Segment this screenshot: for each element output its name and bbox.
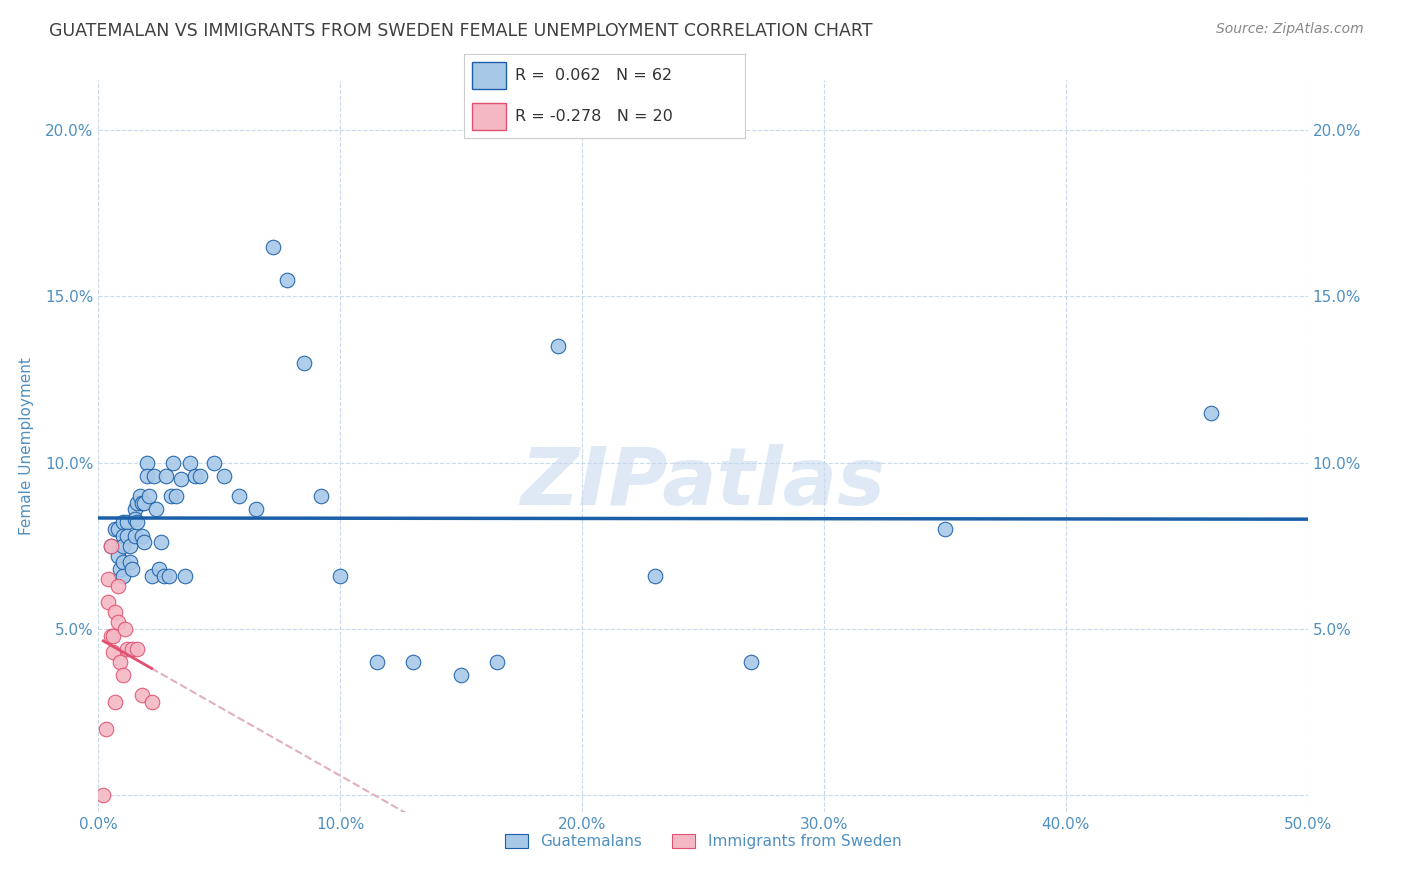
Point — [117, 529, 139, 543]
Point — [309, 489, 332, 503]
Point — [94, 722, 117, 736]
Point — [107, 579, 129, 593]
Point — [148, 562, 170, 576]
Point — [131, 529, 153, 543]
Point — [366, 655, 388, 669]
Point — [121, 641, 143, 656]
Point — [150, 535, 173, 549]
Point — [124, 512, 146, 526]
Point — [111, 568, 134, 582]
Point — [134, 495, 156, 509]
Point — [143, 469, 166, 483]
Point — [118, 555, 141, 569]
Point — [114, 622, 136, 636]
Point — [184, 469, 207, 483]
Point — [131, 495, 153, 509]
Point — [135, 469, 157, 483]
Text: GUATEMALAN VS IMMIGRANTS FROM SWEDEN FEMALE UNEMPLOYMENT CORRELATION CHART: GUATEMALAN VS IMMIGRANTS FROM SWEDEN FEM… — [49, 22, 873, 40]
Point — [934, 522, 956, 536]
Y-axis label: Female Unemployment: Female Unemployment — [20, 357, 34, 535]
Point — [141, 695, 163, 709]
Point — [292, 356, 315, 370]
Text: Source: ZipAtlas.com: Source: ZipAtlas.com — [1216, 22, 1364, 37]
Point — [97, 595, 120, 609]
Point — [135, 456, 157, 470]
Point — [101, 645, 124, 659]
Point — [100, 628, 122, 642]
Bar — [472, 103, 506, 130]
Point — [402, 655, 425, 669]
Point — [127, 495, 149, 509]
Point — [121, 562, 143, 576]
Point — [111, 555, 134, 569]
Text: R = -0.278   N = 20: R = -0.278 N = 20 — [515, 109, 672, 124]
Point — [141, 568, 163, 582]
Point — [111, 529, 134, 543]
Point — [124, 502, 146, 516]
Point — [111, 539, 134, 553]
Point — [118, 539, 141, 553]
Point — [131, 689, 153, 703]
Point — [155, 469, 177, 483]
Bar — [472, 62, 506, 89]
Point — [160, 489, 183, 503]
Legend: Guatemalans, Immigrants from Sweden: Guatemalans, Immigrants from Sweden — [499, 828, 907, 855]
Point — [162, 456, 184, 470]
Point — [104, 605, 127, 619]
Point — [111, 668, 134, 682]
Point — [104, 522, 127, 536]
Point — [128, 489, 150, 503]
Point — [117, 516, 139, 530]
Point — [165, 489, 187, 503]
Point — [486, 655, 509, 669]
Point — [174, 568, 197, 582]
Point — [108, 562, 131, 576]
Text: R =  0.062   N = 62: R = 0.062 N = 62 — [515, 68, 672, 83]
Point — [179, 456, 201, 470]
Point — [111, 516, 134, 530]
Point — [91, 788, 114, 802]
Point — [547, 339, 569, 353]
Point — [97, 572, 120, 586]
Text: ZIPatlas: ZIPatlas — [520, 443, 886, 522]
Point — [262, 239, 284, 253]
Point — [152, 568, 174, 582]
Point — [100, 539, 122, 553]
Point — [107, 522, 129, 536]
Point — [212, 469, 235, 483]
Point — [134, 535, 156, 549]
Point — [127, 641, 149, 656]
Point — [1199, 406, 1222, 420]
Point — [108, 655, 131, 669]
Point — [145, 502, 167, 516]
Point — [450, 668, 472, 682]
Point — [104, 695, 127, 709]
Point — [169, 472, 191, 486]
Point — [100, 539, 122, 553]
Point — [329, 568, 352, 582]
Point — [740, 655, 762, 669]
Point — [157, 568, 180, 582]
Point — [228, 489, 250, 503]
Point — [124, 529, 146, 543]
Point — [107, 549, 129, 563]
Point — [188, 469, 211, 483]
Point — [117, 641, 139, 656]
Point — [276, 273, 298, 287]
Point — [644, 568, 666, 582]
Point — [101, 628, 124, 642]
Point — [245, 502, 267, 516]
Point — [127, 516, 149, 530]
Point — [138, 489, 160, 503]
Point — [204, 456, 226, 470]
Point — [107, 615, 129, 630]
